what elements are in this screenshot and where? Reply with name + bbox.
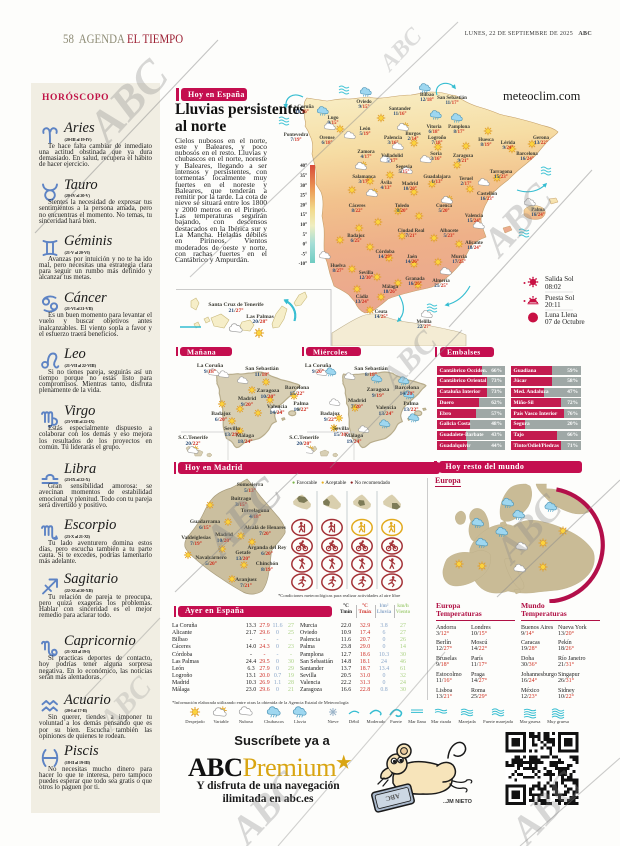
svg-text:25°: 25°	[300, 194, 307, 199]
svg-text:Nieve: Nieve	[328, 719, 339, 724]
svg-text:Mar gruesa: Mar gruesa	[520, 719, 541, 724]
svg-text:Débil: Débil	[349, 719, 360, 724]
svg-text:Mar rizada: Mar rizada	[431, 719, 451, 724]
svg-text:5°: 5°	[303, 233, 307, 238]
svg-text:30°: 30°	[300, 184, 307, 189]
svg-text:Fuerte: Fuerte	[390, 719, 402, 724]
svg-text:..JM NIETO: ..JM NIETO	[443, 799, 473, 805]
svg-text:Mar llana: Mar llana	[408, 719, 426, 724]
svg-text:Muy gruesa: Muy gruesa	[547, 719, 569, 724]
svg-text:Moderado: Moderado	[367, 719, 387, 724]
svg-text:Chubascos: Chubascos	[264, 719, 284, 724]
svg-text:Fuerte marejada: Fuerte marejada	[483, 719, 513, 724]
svg-text:35°: 35°	[300, 174, 307, 179]
svg-text:15°: 15°	[300, 213, 307, 218]
svg-text:ABC: ABC	[385, 791, 401, 802]
svg-text:Lluvia: Lluvia	[294, 719, 306, 724]
svg-text:40°: 40°	[300, 164, 307, 169]
svg-text:10°: 10°	[300, 223, 307, 228]
svg-text:20°: 20°	[300, 203, 307, 208]
svg-text:0°: 0°	[303, 243, 307, 248]
svg-text:Despejado: Despejado	[185, 719, 205, 724]
svg-text:Marejada: Marejada	[458, 719, 475, 724]
svg-text:Nuboso: Nuboso	[239, 719, 254, 724]
svg-text:-5°: -5°	[301, 252, 307, 257]
svg-text:Variable: Variable	[213, 719, 228, 724]
svg-text:-10°: -10°	[299, 262, 307, 267]
